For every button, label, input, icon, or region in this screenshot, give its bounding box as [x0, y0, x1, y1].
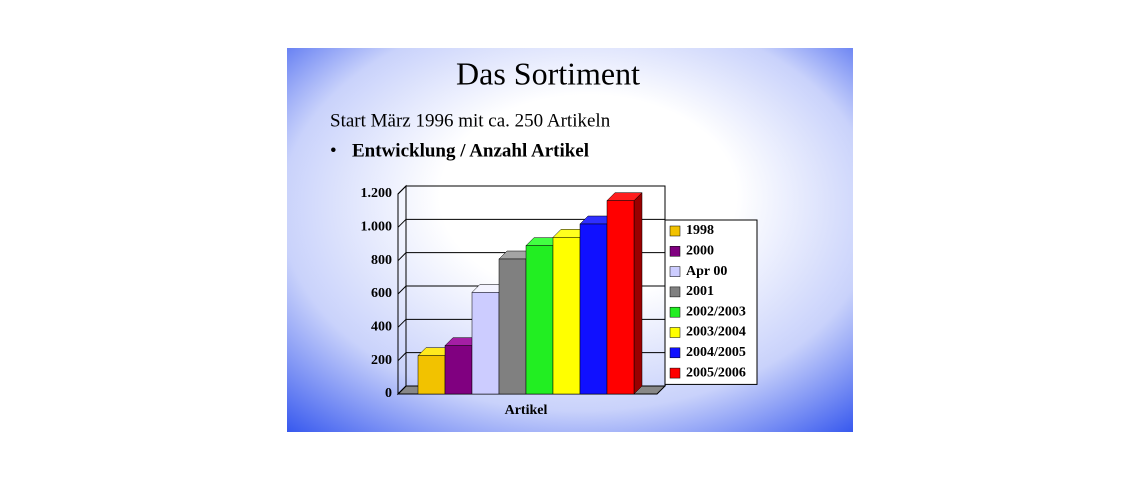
subtitle: Start März 1996 mit ca. 250 Artikeln [330, 110, 611, 131]
legend-label: 2005/2006 [686, 365, 746, 380]
legend-label: 2002/2003 [686, 304, 746, 319]
legend-swatch [669, 225, 681, 237]
chart-title: Das Sortiment [456, 55, 640, 91]
y-tick-label: 1.000 [361, 220, 393, 235]
bullet-text: Entwicklung / Anzahl Artikel [352, 140, 589, 161]
bar [471, 292, 500, 395]
y-tick-label: 200 [371, 353, 392, 368]
legend-swatch [669, 367, 681, 379]
y-tick-label: 800 [371, 253, 392, 268]
legend-label: 2000 [686, 244, 714, 259]
legend-label: 2003/2004 [686, 325, 746, 340]
y-tick-label: 400 [371, 320, 392, 335]
bar [417, 355, 446, 395]
legend-swatch [669, 266, 681, 277]
grid-line [397, 218, 665, 228]
legend-swatch [669, 306, 681, 318]
legend-swatch [669, 286, 681, 298]
legend-box [664, 219, 758, 385]
bar [579, 223, 608, 395]
x-axis-label: Artikel [505, 403, 548, 418]
legend-swatch [669, 327, 681, 338]
bar-side [633, 192, 643, 395]
legend-label: 1998 [686, 223, 714, 238]
bar [498, 258, 527, 395]
grid-line [397, 185, 665, 195]
bar [525, 245, 554, 395]
legend-swatch [669, 246, 681, 257]
legend-label: 2004/2005 [686, 345, 746, 360]
bar [444, 345, 473, 395]
chart: 0 200 400 600 800 1.000 1.200 Artikel 1998 2000 Ap… [361, 184, 758, 418]
y-tick-label: 1.200 [361, 186, 393, 201]
bar [552, 237, 581, 395]
bullet-dot: • [330, 140, 337, 161]
legend-label: Apr 00 [686, 264, 727, 279]
legend-label: 2001 [686, 284, 714, 299]
bar [606, 200, 635, 395]
legend-swatch [669, 347, 681, 359]
y-tick-label: 600 [371, 286, 392, 301]
y-tick-label: 0 [385, 386, 392, 401]
